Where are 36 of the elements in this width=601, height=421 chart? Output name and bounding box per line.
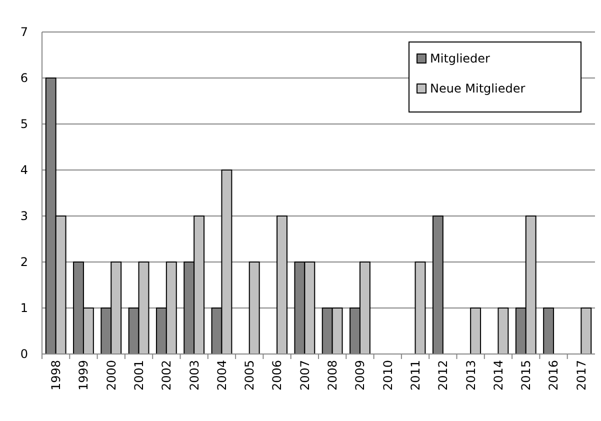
y-tick-label: 6 xyxy=(20,71,28,86)
x-tick-label: 2010 xyxy=(380,360,395,391)
x-tick-label: 2001 xyxy=(132,360,146,391)
x-tick-label: 2013 xyxy=(464,360,478,391)
bar xyxy=(470,308,482,354)
legend-label: Neue Mitglieder xyxy=(430,82,526,96)
bar xyxy=(580,308,592,354)
x-tick-label: 2005 xyxy=(242,360,257,391)
x-tick-label: 2016 xyxy=(546,360,561,391)
bar xyxy=(498,308,509,354)
x-tick-label: 2011 xyxy=(408,360,422,391)
bar xyxy=(276,216,288,354)
x-tick-label: 2007 xyxy=(298,360,312,391)
x-tick-label: 2009 xyxy=(353,360,368,391)
y-tick-label: 3 xyxy=(20,209,28,224)
x-tick-label: 2008 xyxy=(326,360,340,391)
y-tick-label: 5 xyxy=(20,117,28,132)
bar xyxy=(414,262,426,354)
x-tick-label: 1998 xyxy=(49,360,64,391)
x-tick-label: 2014 xyxy=(491,360,506,391)
bar xyxy=(248,262,260,354)
x-tick-label: 2002 xyxy=(160,360,174,391)
x-tick-label: 2003 xyxy=(187,360,202,391)
x-tick-label: 2017 xyxy=(574,360,588,391)
x-tick-label: 2000 xyxy=(104,360,118,391)
y-tick-label: 2 xyxy=(20,255,28,270)
y-tick-label: 4 xyxy=(20,163,28,178)
y-tick-label: 0 xyxy=(20,347,28,362)
x-tick-label: 2012 xyxy=(436,360,450,391)
x-tick-label: 2015 xyxy=(519,360,534,391)
x-tick-label: 2006 xyxy=(270,360,284,391)
x-tick-label: 1999 xyxy=(76,360,91,391)
y-tick-label: 1 xyxy=(20,301,28,316)
x-tick-label: 2004 xyxy=(214,360,229,391)
legend-label: Mitglieder xyxy=(430,52,490,66)
y-tick-label: 7 xyxy=(20,25,28,40)
